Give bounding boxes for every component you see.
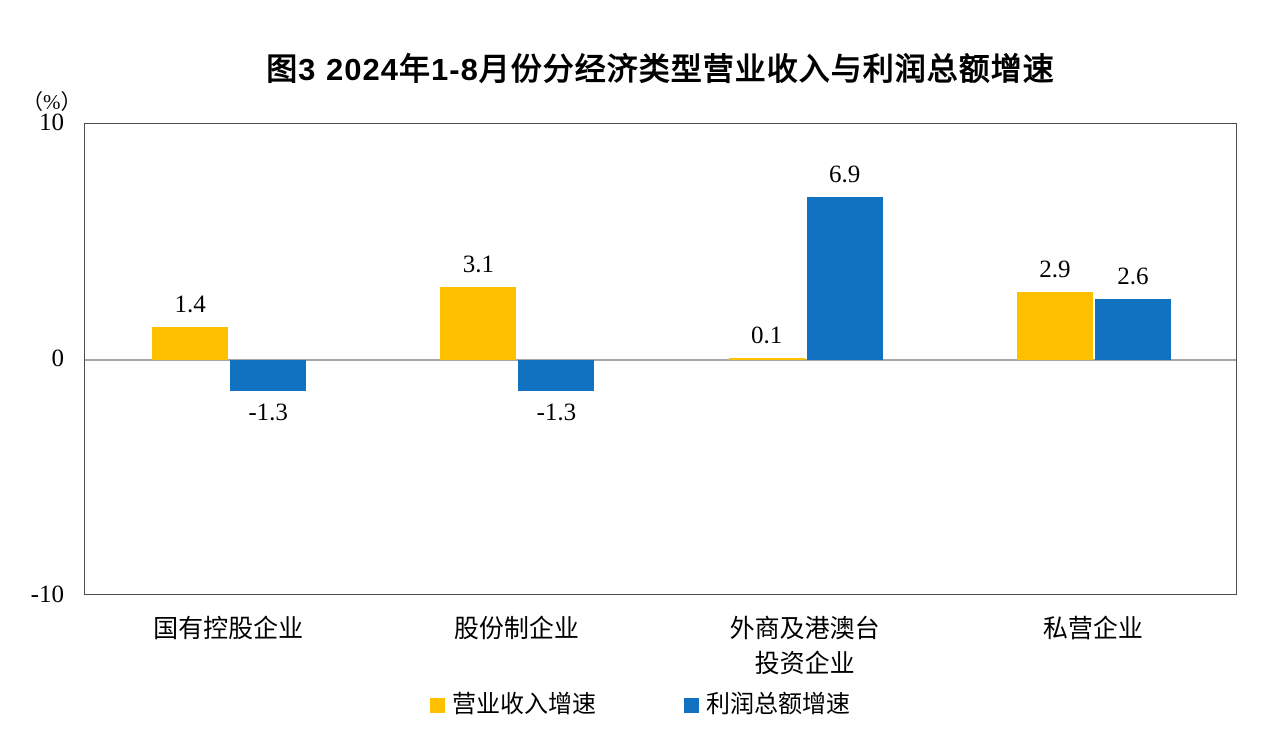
bar-profit: [230, 360, 307, 391]
y-axis-tick: 0: [51, 345, 65, 372]
value-label-profit: 2.6: [1117, 262, 1149, 290]
category-label: 国有控股企业: [153, 612, 303, 647]
zero-gridline: [85, 359, 1236, 361]
value-label-revenue: 1.4: [174, 290, 206, 318]
legend-item-profit: 利润总额增速: [684, 692, 850, 718]
plot-area: 1.4 -1.3 3.1 -1.3 0.1 6.9 2.9 2.6: [84, 123, 1237, 595]
category-label-line: 国有控股企业: [153, 616, 304, 643]
bar-profit: [806, 197, 883, 360]
value-label-revenue: 0.1: [751, 321, 783, 349]
legend-label-profit: 利润总额增速: [706, 692, 850, 718]
legend-swatch-revenue: [430, 697, 445, 713]
y-axis-tick: 10: [39, 109, 64, 136]
legend: 营业收入增速 利润总额增速: [0, 692, 1280, 718]
bar-profit: [518, 360, 595, 391]
legend-label-revenue: 营业收入增速: [452, 692, 596, 718]
value-label-profit: -1.3: [248, 398, 288, 426]
category-label-line: 外商及港澳台: [729, 616, 880, 643]
legend-swatch-profit: [684, 697, 699, 713]
value-label-revenue: 3.1: [462, 250, 494, 278]
category-label: 外商及港澳台 投资企业: [730, 612, 880, 682]
category-label: 私营企业: [1043, 612, 1143, 647]
y-axis-tick: -10: [30, 581, 64, 608]
value-label-profit: 6.9: [829, 161, 861, 189]
bar-profit: [1094, 298, 1171, 360]
bar-revenue: [152, 326, 229, 360]
category-label-line: 股份制企业: [453, 616, 579, 643]
bar-revenue: [728, 357, 805, 360]
bar-revenue: [440, 286, 517, 360]
category-label-line: 投资企业: [754, 651, 855, 678]
value-label-revenue: 2.9: [1039, 255, 1071, 283]
value-label-profit: -1.3: [536, 398, 577, 426]
category-label-line: 私营企业: [1042, 616, 1143, 643]
legend-item-revenue: 营业收入增速: [430, 692, 596, 718]
bar-revenue: [1016, 291, 1093, 360]
y-axis-unit-label: （%）: [22, 90, 82, 114]
chart-title: 图3 2024年1-8月份分经济类型营业收入与利润总额增速: [266, 52, 1055, 87]
category-label: 股份制企业: [454, 612, 579, 647]
